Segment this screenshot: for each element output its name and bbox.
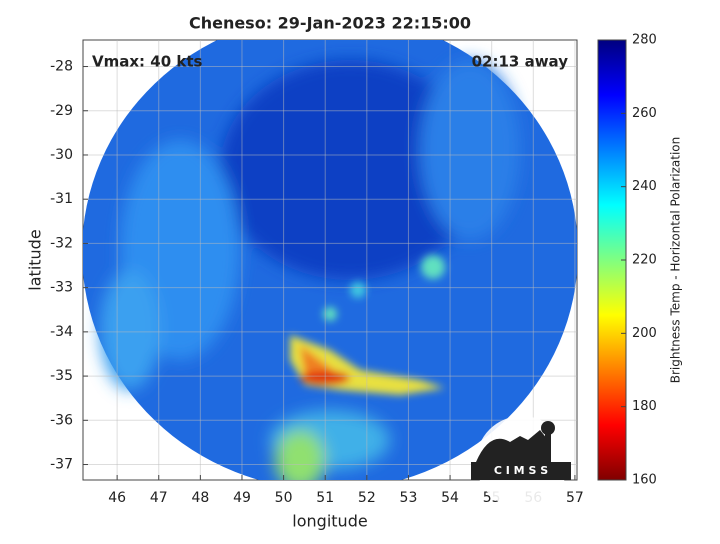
map-title: Cheneso: 29-Jan-2023 22:15:00: [189, 14, 471, 33]
colorbar-tick-label: 220: [632, 253, 657, 268]
x-tick-label: 48: [191, 490, 209, 506]
colorbar-axis: 160 180 200 220 240 260 280: [621, 33, 657, 488]
x-tick-label: 50: [275, 490, 293, 506]
satellite-image: [83, 40, 577, 480]
colorbar-label: Brightness Temp - Horizontal Polarizatio…: [669, 137, 683, 384]
logo-text: C I M S S: [494, 464, 548, 477]
y-tick-label: -30: [50, 147, 73, 163]
x-tick-label: 57: [566, 490, 584, 506]
x-tick-label: 52: [358, 490, 376, 506]
y-tick-label: -37: [50, 457, 73, 473]
x-tick-label: 51: [316, 490, 334, 506]
y-tick-label: -32: [50, 235, 73, 251]
y-tick-label: -35: [50, 368, 73, 384]
x-tick-label: 54: [441, 490, 459, 506]
x-tick-label: 53: [400, 490, 418, 506]
y-tick-label: -36: [50, 412, 73, 428]
y-axis-label: latitude: [26, 229, 45, 290]
logo: C I M S S: [471, 416, 571, 508]
annotation: Vmax: 40 kts: [92, 53, 202, 71]
y-tick-label: -28: [50, 59, 73, 75]
y-tick-label: -33: [50, 280, 73, 296]
x-tick-label: 47: [150, 490, 168, 506]
y-tick-label: -29: [50, 103, 73, 119]
colorbar-tick-label: 160: [632, 473, 657, 488]
y-tick-label: -31: [50, 191, 73, 207]
x-tick-label: 49: [233, 490, 251, 506]
x-axis-label: longitude: [292, 512, 367, 531]
x-tick-label: 46: [108, 490, 126, 506]
annotation: 02:13 away: [472, 53, 569, 71]
colorbar-tick-label: 280: [632, 33, 657, 48]
colorbar-tick-label: 180: [632, 399, 657, 414]
colorbar-tick-label: 260: [632, 106, 657, 121]
colorbar-tick-label: 240: [632, 179, 657, 194]
colorbar-tick-label: 200: [632, 326, 657, 341]
axes: 464748495051525354555657-28-29-30-31-32-…: [50, 59, 584, 506]
y-tick-label: -34: [50, 324, 73, 340]
